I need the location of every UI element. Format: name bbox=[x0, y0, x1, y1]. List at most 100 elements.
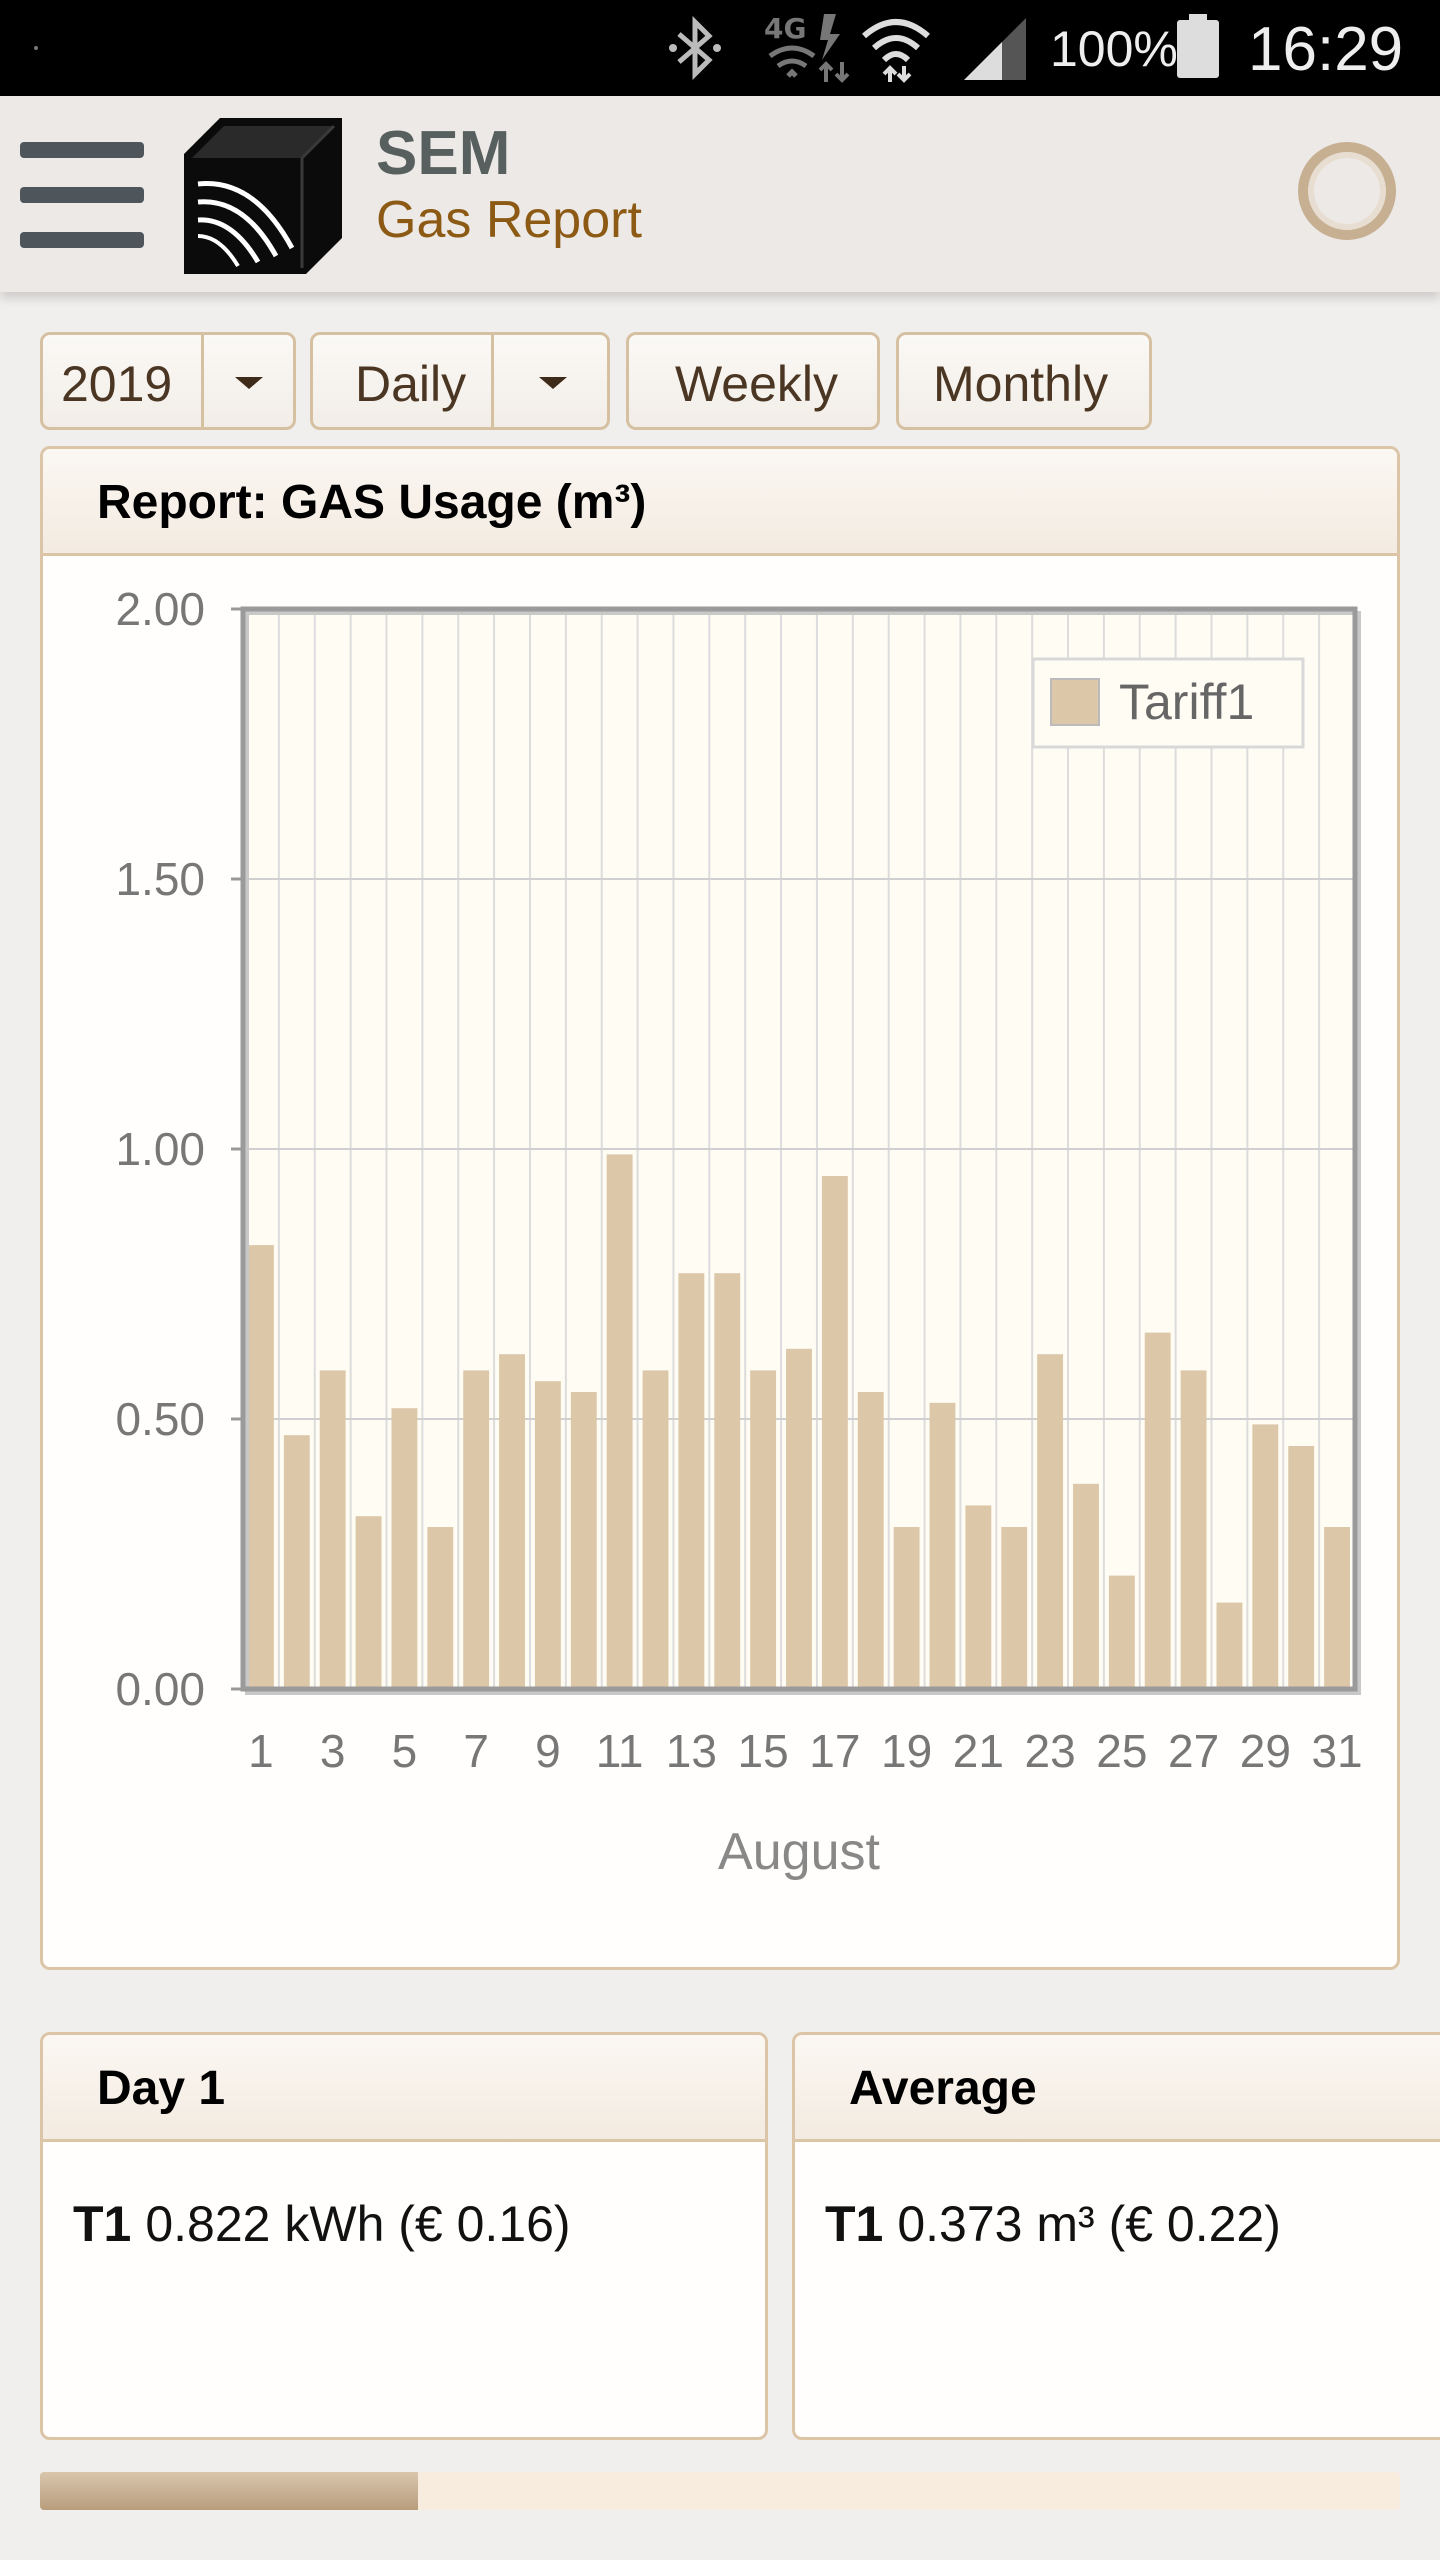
bar bbox=[821, 1176, 848, 1689]
app-header: SEM Gas Report bbox=[0, 96, 1440, 292]
bar bbox=[606, 1154, 633, 1689]
x-tick-label: 7 bbox=[463, 1725, 489, 1777]
year-value: 2019 bbox=[61, 356, 173, 412]
bar bbox=[678, 1273, 705, 1689]
menu-icon-line bbox=[20, 187, 144, 203]
bar bbox=[1288, 1446, 1315, 1689]
monthly-label: Monthly bbox=[933, 356, 1109, 412]
status-bar: 4G 100% 16:29 bbox=[0, 0, 1440, 96]
x-tick-label: 19 bbox=[881, 1725, 932, 1777]
average-tariff-line: T1 0.373 m³ (€ 0.22) bbox=[825, 2195, 1281, 2253]
x-tick-label: 15 bbox=[738, 1725, 789, 1777]
x-tick-label: 1 bbox=[248, 1725, 274, 1777]
x-tick-label: 9 bbox=[535, 1725, 561, 1777]
y-tick-label: 0.50 bbox=[115, 1393, 205, 1445]
chevron-down-icon bbox=[235, 377, 263, 389]
bar bbox=[929, 1402, 956, 1689]
tariff-label: T1 bbox=[825, 2196, 884, 2252]
bar bbox=[1180, 1370, 1207, 1689]
horizontal-scrollbar[interactable] bbox=[40, 2472, 1400, 2510]
y-tick-label: 0.00 bbox=[115, 1663, 205, 1715]
bar bbox=[1108, 1575, 1135, 1689]
x-tick-label: 25 bbox=[1096, 1725, 1147, 1777]
y-tick-label: 1.50 bbox=[115, 853, 205, 905]
bar bbox=[893, 1527, 920, 1689]
bar bbox=[355, 1516, 382, 1689]
average-panel-header: Average bbox=[795, 2035, 1440, 2142]
x-tick-label: 11 bbox=[596, 1725, 644, 1777]
x-tick-label: 13 bbox=[666, 1725, 717, 1777]
x-tick-label: 21 bbox=[953, 1725, 1004, 1777]
battery-icon bbox=[1177, 14, 1219, 78]
bar bbox=[1252, 1424, 1279, 1689]
report-panel: Report: GAS Usage (m³) 0.00 0.50 1.00 1.50 2… bbox=[40, 446, 1400, 1970]
app-title: SEM bbox=[376, 119, 511, 188]
legend-label: Tariff1 bbox=[1119, 674, 1254, 730]
menu-icon-line bbox=[20, 142, 144, 158]
bar bbox=[1073, 1483, 1099, 1689]
x-tick-label: 29 bbox=[1240, 1725, 1291, 1777]
bar bbox=[570, 1392, 597, 1689]
loading-spinner-icon bbox=[1298, 142, 1396, 240]
x-tick-label: 5 bbox=[392, 1725, 418, 1777]
legend-swatch bbox=[1050, 678, 1100, 726]
signal-icon bbox=[964, 18, 1026, 80]
network-4g-icon: 4G bbox=[764, 12, 850, 83]
bar bbox=[463, 1370, 490, 1689]
y-tick-label: 2.00 bbox=[115, 583, 205, 635]
weekly-label: Weekly bbox=[675, 356, 839, 412]
clock: 16:29 bbox=[1248, 15, 1404, 84]
average-tariff-value: 0.373 m³ (€ 0.22) bbox=[897, 2196, 1281, 2252]
average-panel-title: Average bbox=[849, 2062, 1037, 2115]
bar bbox=[786, 1348, 812, 1689]
bar bbox=[714, 1273, 741, 1689]
report-title: Report: GAS Usage (m³) bbox=[97, 476, 647, 529]
monthly-button[interactable]: Monthly bbox=[896, 332, 1152, 430]
divider bbox=[201, 335, 204, 427]
x-tick-label: 3 bbox=[320, 1725, 346, 1777]
year-select[interactable]: 2019 bbox=[40, 332, 296, 430]
bar bbox=[965, 1505, 992, 1689]
scrollbar-thumb[interactable] bbox=[40, 2472, 419, 2510]
gas-usage-chart: 0.000.501.001.502.001 3 5 7 9 11 13 15 17 19 21 23 2… bbox=[115, 583, 1362, 1881]
bar bbox=[427, 1527, 454, 1689]
bar bbox=[642, 1370, 669, 1689]
bar bbox=[534, 1381, 561, 1689]
average-panel: Average T1 0.373 m³ (€ 0.22) bbox=[792, 2032, 1440, 2440]
bar bbox=[499, 1354, 525, 1689]
status-dot bbox=[34, 46, 38, 50]
x-axis-label: August bbox=[718, 1823, 880, 1881]
bar bbox=[248, 1245, 274, 1689]
y-tick-label: 1.00 bbox=[115, 1123, 205, 1175]
day-panel-header: Day 1 bbox=[43, 2035, 765, 2142]
wifi-icon bbox=[862, 19, 930, 83]
x-tick-label: 17 bbox=[809, 1725, 860, 1777]
axis-frame bbox=[240, 606, 1358, 1692]
day-panel: Day 1 T1 0.822 kWh (€ 0.16) bbox=[40, 2032, 768, 2440]
tariff-label: T1 bbox=[73, 2196, 132, 2252]
bar bbox=[319, 1370, 346, 1689]
x-tick-label: 27 bbox=[1168, 1725, 1219, 1777]
x-tick-label: 31 bbox=[1311, 1725, 1362, 1777]
period-select[interactable]: Daily bbox=[310, 332, 610, 430]
bar bbox=[1001, 1527, 1028, 1689]
axis-shadow bbox=[245, 611, 1361, 1695]
network-label: 4G bbox=[764, 12, 806, 45]
day-panel-title: Day 1 bbox=[97, 2062, 226, 2115]
menu-icon-line bbox=[20, 232, 144, 248]
report-panel-header: Report: GAS Usage (m³) bbox=[43, 449, 1397, 556]
bar bbox=[1324, 1527, 1350, 1689]
bar bbox=[1144, 1332, 1171, 1689]
period-value: Daily bbox=[355, 356, 467, 412]
x-tick-label: 23 bbox=[1025, 1725, 1076, 1777]
day-tariff-value: 0.822 kWh (€ 0.16) bbox=[145, 2196, 571, 2252]
bar bbox=[391, 1408, 418, 1689]
bluetooth-icon bbox=[669, 16, 721, 80]
bar bbox=[283, 1435, 310, 1689]
menu-button[interactable] bbox=[20, 142, 144, 248]
weekly-button[interactable]: Weekly bbox=[626, 332, 880, 430]
bar bbox=[1037, 1354, 1064, 1689]
sem-logo-icon bbox=[184, 118, 342, 274]
bar bbox=[750, 1370, 777, 1689]
divider bbox=[491, 335, 494, 427]
